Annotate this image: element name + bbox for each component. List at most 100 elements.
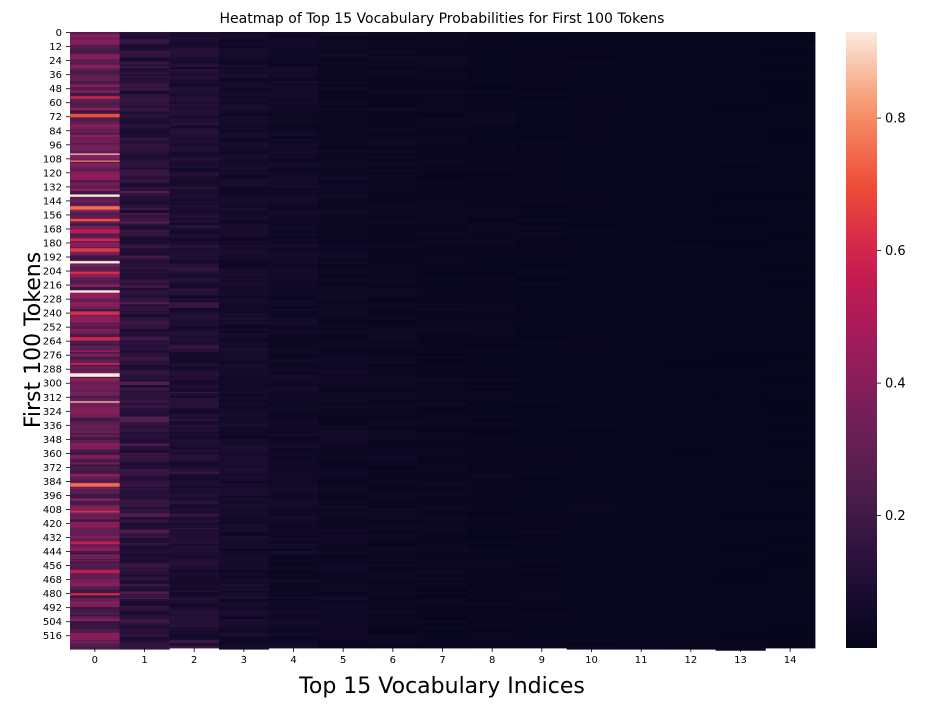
heatmap-cell [715, 340, 766, 343]
heatmap-cell [765, 498, 816, 502]
heatmap-cell [417, 473, 468, 476]
heatmap-cell [616, 46, 667, 50]
heatmap-cell [417, 594, 468, 599]
heatmap-cell [70, 466, 121, 469]
heatmap-cell [219, 548, 270, 552]
heatmap-cell [169, 179, 220, 184]
heatmap-cell [666, 633, 717, 638]
heatmap-cell [119, 53, 170, 55]
heatmap-cell [467, 582, 518, 585]
heatmap-cell [368, 403, 419, 407]
heatmap-cell [467, 644, 518, 649]
heatmap-cell [765, 524, 816, 526]
heatmap-cell [566, 146, 617, 149]
heatmap-cell [715, 307, 766, 310]
heatmap-cell [268, 442, 319, 444]
heatmap-cell [517, 356, 568, 361]
heatmap-cell [715, 643, 766, 648]
heatmap-cell [268, 617, 319, 622]
heatmap-cell [666, 49, 717, 53]
heatmap-cell [666, 519, 717, 524]
heatmap-cell [566, 206, 617, 208]
heatmap-cell [765, 375, 816, 378]
heatmap-cell [517, 140, 568, 143]
heatmap-cell [119, 604, 170, 607]
heatmap-cell [268, 317, 319, 320]
heatmap-cell [368, 434, 419, 437]
heatmap-cell [169, 393, 220, 396]
heatmap-cell [566, 434, 617, 437]
heatmap-cell [467, 92, 518, 96]
heatmap-cell [765, 89, 816, 91]
heatmap-cell [715, 394, 766, 396]
heatmap-cell [368, 340, 419, 343]
heatmap-cell [417, 251, 468, 255]
heatmap-cell [368, 429, 419, 431]
heatmap-cell [616, 637, 667, 642]
heatmap-cell [715, 213, 766, 218]
heatmap-cell [268, 403, 319, 407]
heatmap-cell [616, 583, 667, 587]
heatmap-cell [169, 234, 220, 239]
heatmap-cell [268, 236, 319, 240]
heatmap-cell [119, 82, 170, 84]
heatmap-cell [268, 174, 319, 179]
heatmap-cell [119, 296, 170, 298]
heatmap-cell [566, 298, 617, 303]
heatmap-cell [368, 254, 419, 258]
heatmap-cell [765, 187, 816, 192]
heatmap-cell [616, 612, 667, 616]
heatmap-cell [517, 624, 568, 628]
heatmap-cell [517, 39, 568, 43]
heatmap-cell [70, 134, 121, 138]
heatmap-cell [169, 185, 220, 187]
heatmap-cell [268, 32, 319, 34]
heatmap-cell [219, 276, 270, 278]
heatmap-cell [368, 477, 419, 482]
heatmap-cell [318, 206, 369, 211]
heatmap-cell [268, 562, 319, 567]
heatmap-cell [765, 231, 816, 235]
heatmap-cell [119, 244, 170, 249]
heatmap-cell [666, 327, 717, 330]
heatmap-cell [765, 429, 816, 434]
heatmap-cell [765, 120, 816, 124]
heatmap-cell [666, 354, 717, 357]
heatmap-cell [70, 612, 121, 615]
heatmap-cell [318, 638, 369, 642]
heatmap-cell [666, 573, 717, 578]
heatmap-cell [616, 631, 667, 636]
heatmap-cell [318, 219, 369, 223]
heatmap-cell [566, 486, 617, 491]
heatmap-cell [119, 483, 170, 488]
heatmap-cell [566, 276, 617, 281]
heatmap-cell [616, 99, 667, 103]
heatmap-cell [666, 490, 717, 495]
heatmap-cell [219, 242, 270, 244]
heatmap-cell [715, 363, 766, 367]
heatmap-cell [666, 382, 717, 386]
heatmap-cell [467, 328, 518, 333]
heatmap-cell [219, 562, 270, 567]
heatmap-cell [119, 375, 170, 379]
heatmap-cell [119, 278, 170, 281]
heatmap-cell [467, 133, 518, 138]
heatmap-cell [268, 287, 319, 292]
heatmap-cell [119, 302, 170, 305]
heatmap-cell [666, 615, 717, 620]
heatmap-cell [517, 201, 568, 205]
heatmap-cell [219, 365, 270, 367]
heatmap-cell [169, 491, 220, 495]
heatmap-cell [368, 555, 419, 560]
heatmap-cell [219, 539, 270, 544]
heatmap-cell [70, 271, 121, 275]
heatmap-cell [70, 141, 121, 144]
heatmap-cell [268, 39, 319, 41]
heatmap-cell [666, 478, 717, 481]
heatmap-cell [368, 373, 419, 378]
heatmap-cell [219, 583, 270, 588]
heatmap-cell [219, 520, 270, 523]
heatmap-cell [219, 92, 270, 97]
heatmap-cell [169, 438, 220, 441]
heatmap-cell [765, 235, 816, 240]
